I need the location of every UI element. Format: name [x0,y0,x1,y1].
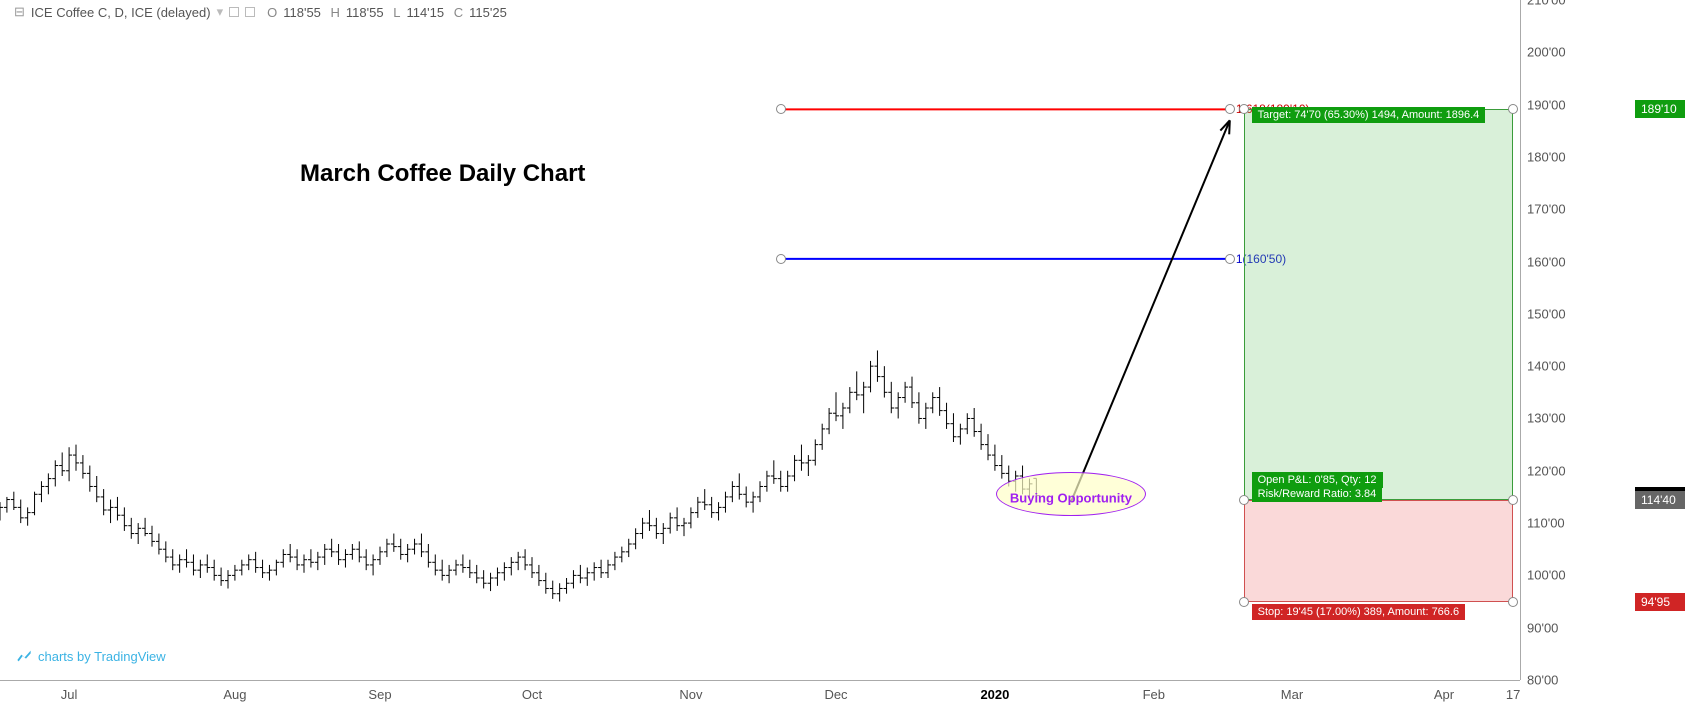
price-tick: 100'00 [1527,568,1566,583]
price-axis[interactable]: 80'0090'00100'00110'00120'00130'00140'00… [1520,0,1685,680]
settings-icon-2[interactable] [245,7,255,17]
ellipse-label: Buying Opportunity [1010,491,1132,506]
dropdown-icon[interactable]: ▾ [217,4,224,20]
time-tick: Feb [1143,687,1165,702]
position-handle[interactable] [1508,495,1518,505]
position-handle[interactable] [1508,597,1518,607]
time-tick: Jul [61,687,78,702]
target-zone[interactable] [1244,109,1513,500]
chart-plot-area[interactable]: ⊟ ICE Coffee C, D, ICE (delayed) ▾ O118'… [0,0,1520,680]
price-flag: 114'40 [1635,491,1685,509]
fib-handle[interactable] [776,254,786,264]
chart-title: March Coffee Daily Chart [300,160,585,188]
chart-header: ⊟ ICE Coffee C, D, ICE (delayed) ▾ O118'… [14,4,507,20]
settings-icon[interactable] [229,7,239,17]
price-tick: 210'00 [1527,0,1566,8]
price-tick: 140'00 [1527,359,1566,374]
symbol-label[interactable]: ICE Coffee C, D, ICE (delayed) [31,5,211,20]
price-tick: 190'00 [1527,97,1566,112]
tradingview-logo-icon [16,648,32,664]
time-tick: Oct [522,687,542,702]
price-tick: 80'00 [1527,673,1558,688]
time-axis[interactable]: Jul Aug Sep Oct Nov Dec 2020 Feb Mar Apr 17 [0,680,1520,727]
time-tick: 17 [1506,687,1520,702]
time-tick: Mar [1281,687,1303,702]
position-handle[interactable] [1239,495,1249,505]
collapse-icon[interactable]: ⊟ [14,4,25,20]
time-tick: 2020 [980,687,1009,702]
price-flag: 94'95 [1635,593,1685,611]
time-tick: Sep [368,687,391,702]
position-handle[interactable] [1239,104,1249,114]
position-handle[interactable] [1239,597,1249,607]
price-tick: 170'00 [1527,202,1566,217]
price-tick: 180'00 [1527,149,1566,164]
time-tick: Aug [223,687,246,702]
fib-handle[interactable] [1225,104,1235,114]
time-tick: Nov [679,687,702,702]
chart-container: { "header": { "symbol": "ICE Coffee C, D… [0,0,1685,727]
ohlc-readout: O118'55 H118'55 L114'15 C115'25 [261,5,507,20]
tradingview-attribution[interactable]: charts by TradingView [16,648,166,664]
fib-handle[interactable] [776,104,786,114]
price-tick: 200'00 [1527,45,1566,60]
price-tick: 160'00 [1527,254,1566,269]
price-flag: 189'10 [1635,100,1685,118]
entry-label-2: Risk/Reward Ratio: 3.84 [1252,486,1383,502]
target-label: Target: 74'70 (65.30%) 1494, Amount: 189… [1252,107,1486,123]
price-tick: 110'00 [1527,516,1565,531]
price-tick: 130'00 [1527,411,1566,426]
stop-zone[interactable] [1244,500,1513,602]
position-handle[interactable] [1508,104,1518,114]
stop-label: Stop: 19'45 (17.00%) 389, Amount: 766.6 [1252,604,1465,620]
attribution-text: charts by TradingView [38,649,166,664]
fib-handle[interactable] [1225,254,1235,264]
time-tick: Dec [824,687,847,702]
price-tick: 120'00 [1527,463,1566,478]
price-tick: 150'00 [1527,306,1566,321]
time-tick: Apr [1434,687,1454,702]
price-tick: 90'00 [1527,620,1558,635]
